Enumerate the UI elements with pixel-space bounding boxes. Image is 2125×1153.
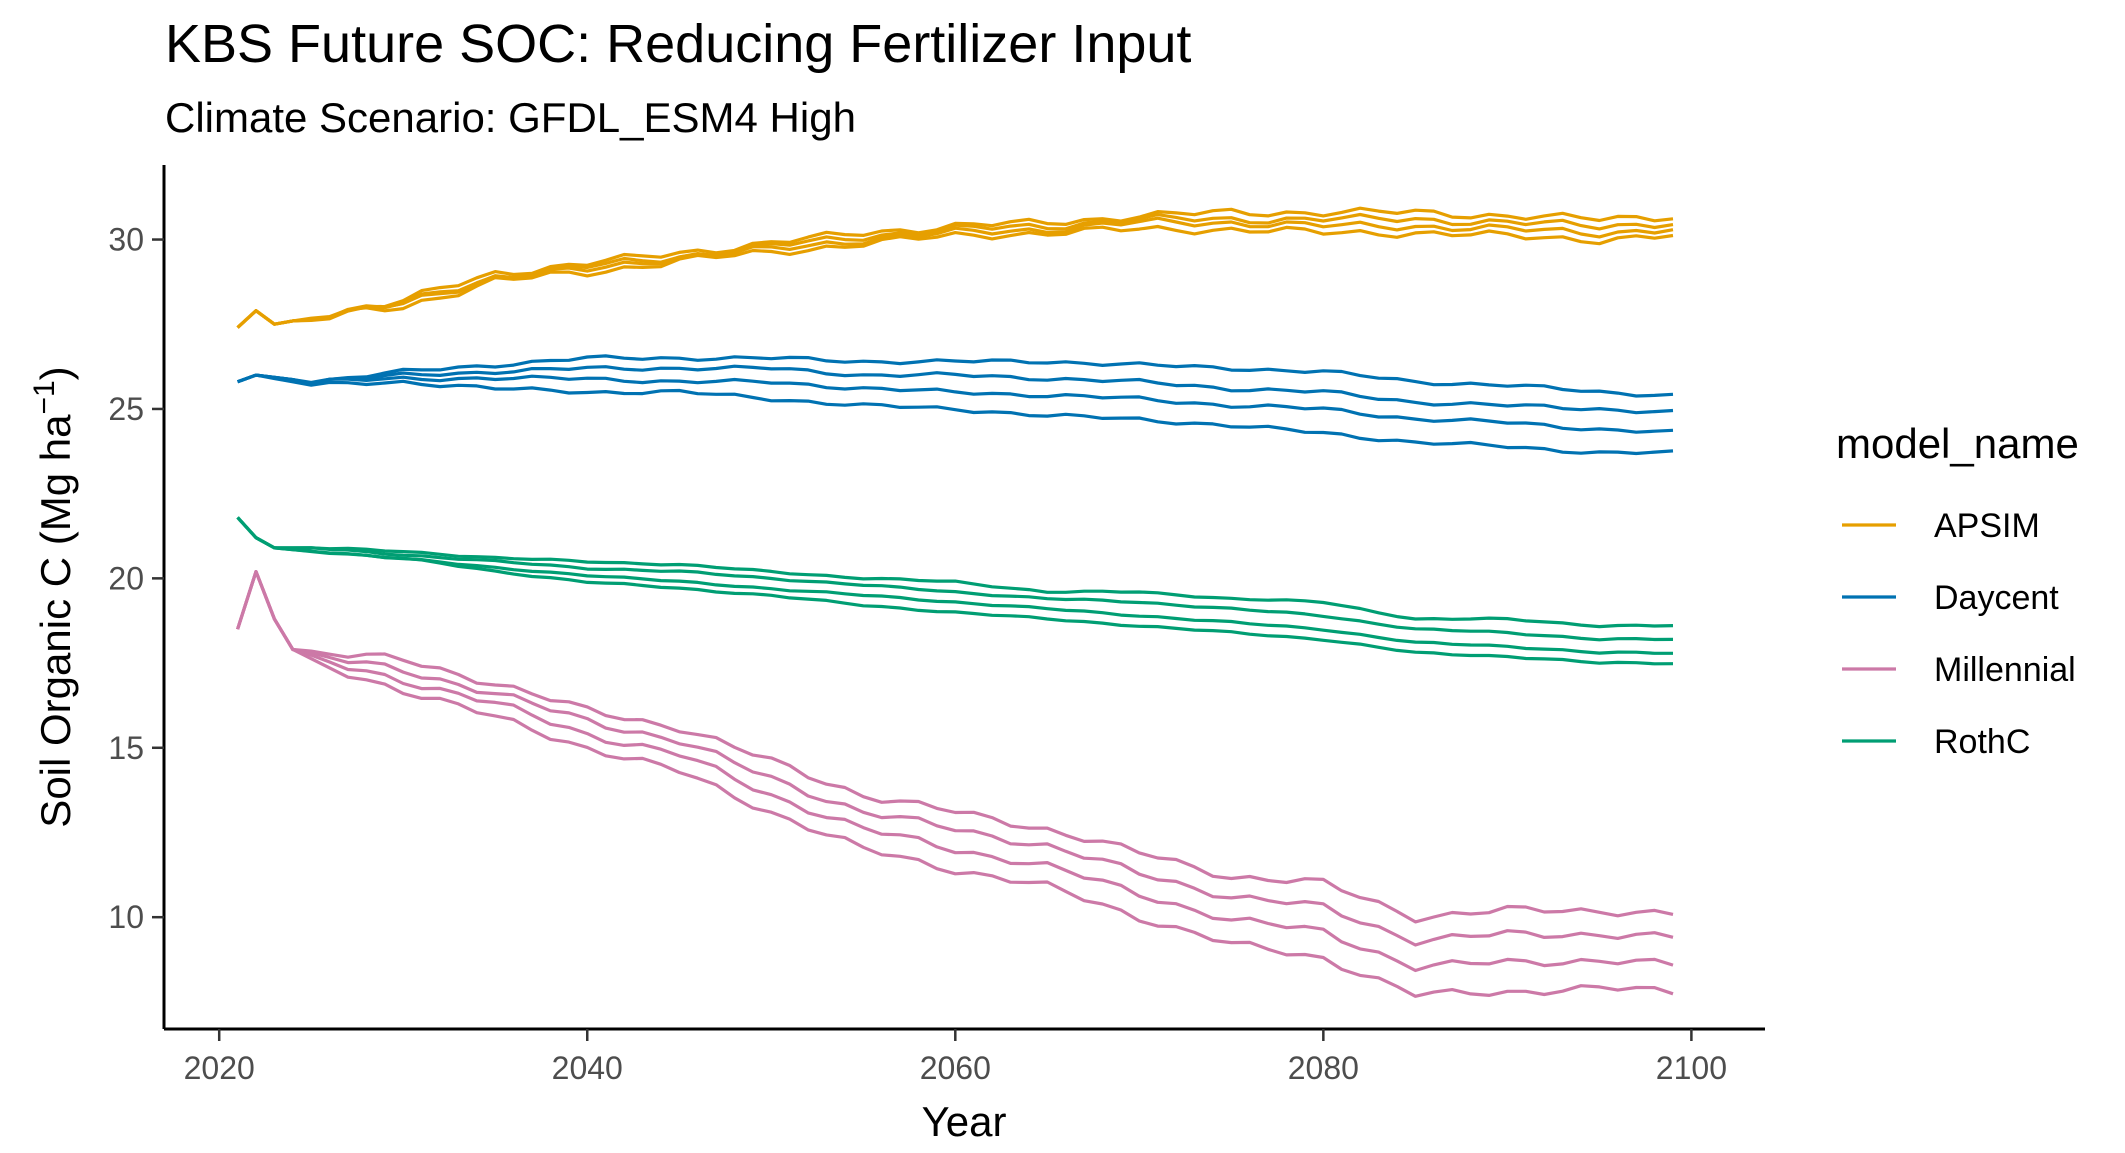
- series-line-apsim-4: [236, 224, 1674, 329]
- y-tick-label: 15: [108, 730, 144, 766]
- series-line-daycent-3: [237, 373, 1674, 434]
- x-axis-ticks: 2020 2040 2060 2080 2100: [184, 1029, 1727, 1086]
- legend-label-rothc: RothC: [1934, 723, 2030, 761]
- series-line-millennial-2: [236, 569, 1674, 947]
- y-axis-ticks: 10 15 20 25 30: [108, 222, 164, 935]
- y-tick-label: 25: [108, 391, 144, 427]
- series-line-daycent-2: [237, 364, 1674, 415]
- series-rothc: [236, 516, 1674, 666]
- chart-title: KBS Future SOC: Reducing Fertilizer Inpu…: [165, 14, 1191, 74]
- x-tick-label: 2080: [1288, 1050, 1359, 1086]
- y-axis-title-close: ): [32, 366, 79, 380]
- series-millennial: [236, 569, 1674, 998]
- x-tick-label: 2020: [184, 1050, 255, 1086]
- y-axis-title: Soil Organic C (Mg ha−1): [28, 366, 79, 827]
- series-line-millennial-3: [236, 569, 1674, 973]
- series-apsim: [236, 206, 1674, 329]
- y-axis-title-main: Soil Organic C (Mg ha: [32, 414, 79, 828]
- series-line-apsim-3: [236, 216, 1674, 329]
- y-axis-title-sup: −1: [28, 380, 61, 414]
- chart-subtitle: Climate Scenario: GFDL_ESM4 High: [165, 94, 856, 141]
- series-line-daycent-1: [237, 354, 1674, 398]
- series-line-millennial-4: [236, 569, 1674, 998]
- series-line-rothc-2: [236, 516, 1674, 642]
- legend-label-apsim: APSIM: [1934, 507, 2040, 545]
- y-tick-label: 10: [108, 899, 144, 935]
- y-tick-label: 20: [108, 560, 144, 596]
- x-axis-title: Year: [922, 1098, 1007, 1145]
- legend: model_name APSIM Daycent Millennial RothC: [1836, 420, 2079, 761]
- legend-label-millennial: Millennial: [1934, 651, 2076, 689]
- series-line-millennial-1: [236, 569, 1674, 924]
- plot-area: [236, 206, 1674, 998]
- x-tick-label: 2060: [920, 1050, 991, 1086]
- legend-title: model_name: [1836, 420, 2079, 467]
- legend-label-daycent: Daycent: [1934, 579, 2059, 617]
- x-tick-label: 2040: [552, 1050, 623, 1086]
- series-daycent: [237, 354, 1674, 456]
- series-line-daycent-4: [237, 373, 1674, 456]
- series-line-apsim-1: [236, 206, 1674, 329]
- series-line-rothc-1: [236, 516, 1674, 629]
- x-tick-label: 2100: [1656, 1050, 1727, 1086]
- series-line-rothc-4: [236, 516, 1674, 666]
- series-line-rothc-3: [236, 516, 1673, 655]
- y-tick-label: 30: [108, 222, 144, 258]
